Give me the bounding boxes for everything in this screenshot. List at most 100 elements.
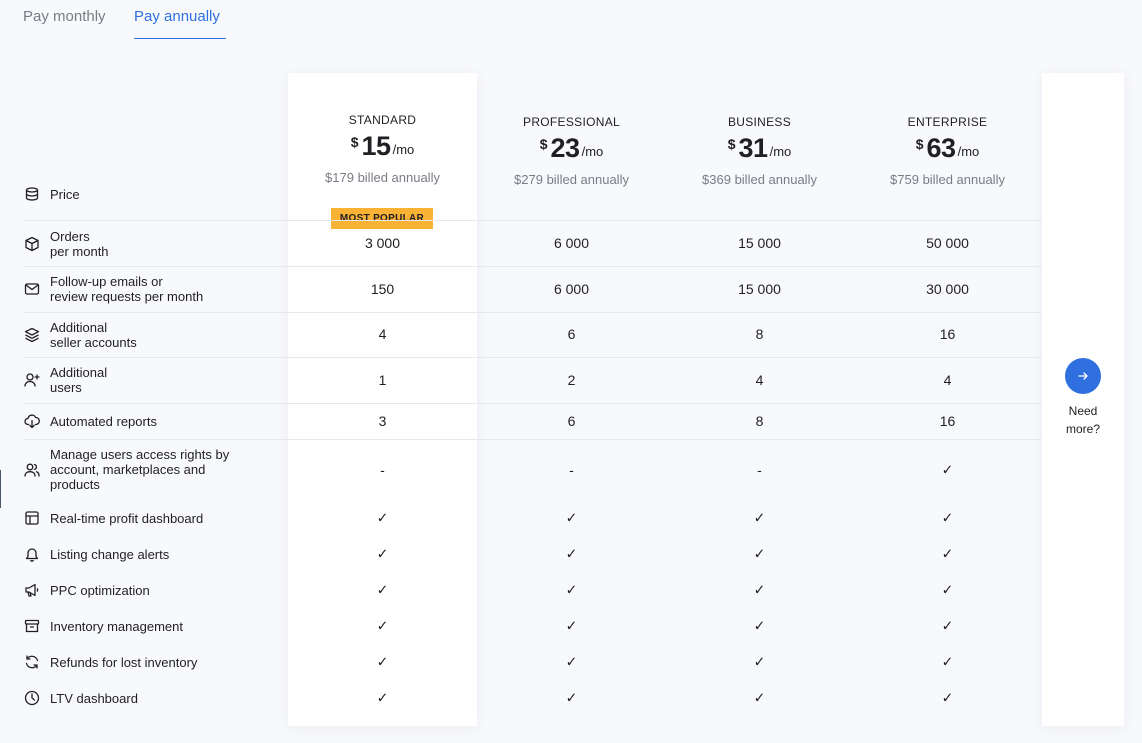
table-cell: 2 [567,372,576,388]
table-cell: 4 [755,372,764,388]
row-label-profit-dashboard: Real-time profit dashboard [23,509,203,527]
price-period: /mo [581,144,604,159]
row-label-text: Follow-up emails or review requests per … [50,274,204,304]
currency-symbol: $ [727,136,736,152]
price-row-label: Price [23,185,80,203]
row-label-ppc: PPC optimization [23,581,150,599]
row-label-text: Orders per month [50,229,109,259]
table-cell: ✓ [941,509,954,526]
plan-price: $ 63 /mo [853,135,1042,162]
price-period: /mo [957,144,980,159]
billed-annually-text: $279 billed annually [514,172,629,187]
mail-icon [23,280,41,298]
table-cell: ✓ [376,545,389,562]
plan-price: $ 31 /mo [665,135,854,162]
table-cell: ✓ [941,581,954,598]
arrow-right-icon [1078,372,1088,380]
table-cell: 6 000 [553,281,590,297]
layers-icon [23,326,41,344]
need-more-label[interactable]: Need more? [1065,404,1100,436]
users-icon [23,461,41,479]
row-label-text: Inventory management [50,618,183,634]
table-cell: ✓ [565,545,578,562]
table-cell: ✓ [753,545,766,562]
row-label-text: Additional users [50,365,108,395]
billed-annually-text: $759 billed annually [890,172,1005,187]
table-cell: ✓ [941,689,954,706]
row-divider [23,266,1042,267]
plan-header-professional: PROFESSIONAL $ 23 /mo $279 billed annual… [477,115,666,187]
table-cell: 150 [370,281,395,297]
plan-header-enterprise: ENTERPRISE $ 63 /mo $759 billed annually [853,115,1042,187]
table-cell: ✓ [376,617,389,634]
table-cell: 1 [378,372,387,388]
table-cell: ✓ [941,461,954,478]
row-divider [23,312,1042,313]
table-cell: ✓ [376,509,389,526]
row-label-text: Automated reports [50,413,157,429]
row-label-ltv: LTV dashboard [23,689,138,707]
row-label-listing-alerts: Listing change alerts [23,545,169,563]
table-cell: ✓ [753,617,766,634]
megaphone-icon [23,581,41,599]
row-label-text: LTV dashboard [50,690,138,706]
need-more-button[interactable] [1065,358,1101,394]
archive-icon [23,617,41,635]
row-label-followup-emails: Follow-up emails or review requests per … [23,274,203,304]
row-label-additional-users: Additional users [23,365,107,395]
need-more-column [1042,73,1124,726]
table-cell: 4 [943,372,952,388]
price-period: /mo [392,142,415,157]
table-cell: ✓ [941,617,954,634]
standard-plan-column [288,73,477,726]
table-cell: 16 [939,413,956,429]
currency-symbol: $ [350,134,359,150]
bell-icon [23,545,41,563]
table-cell: 15 000 [738,235,781,251]
price-amount: 23 [550,133,581,163]
table-cell: ✓ [565,509,578,526]
price-amount: 63 [926,133,957,163]
tab-pay-annually[interactable]: Pay annually [134,8,220,25]
table-cell: 3 000 [364,235,401,251]
scroll-edge-marker [0,470,1,508]
billed-annually-text: $179 billed annually [325,170,440,185]
table-cell: 4 [378,326,387,342]
table-cell: ✓ [753,689,766,706]
tab-pay-monthly[interactable]: Pay monthly [23,8,106,25]
row-label-refunds: Refunds for lost inventory [23,653,197,671]
clock-icon [23,689,41,707]
cloud-download-icon [23,412,41,430]
dashboard-icon [23,509,41,527]
table-cell: 30 000 [926,281,969,297]
row-label-inventory: Inventory management [23,617,183,635]
row-divider [23,357,1042,358]
table-cell: - [757,462,762,478]
table-cell: 6 [567,326,576,342]
table-cell: ✓ [753,509,766,526]
table-cell: 15 000 [738,281,781,297]
row-label-text: Price [50,186,80,202]
table-cell: ✓ [565,617,578,634]
table-cell: 6 [567,413,576,429]
table-cell: ✓ [941,653,954,670]
row-divider [23,220,1042,221]
row-label-text: Manage users access rights by account, m… [50,447,230,492]
table-cell: ✓ [376,653,389,670]
table-cell: - [380,462,385,478]
refresh-icon [23,653,41,671]
plan-header-business: BUSINESS $ 31 /mo $369 billed annually [665,115,854,187]
table-cell: ✓ [941,545,954,562]
currency-symbol: $ [915,136,924,152]
table-cell: 8 [755,326,764,342]
user-plus-icon [23,371,41,389]
plan-name: PROFESSIONAL [523,115,620,129]
row-label-orders: Orders per month [23,229,109,259]
table-cell: 8 [755,413,764,429]
plan-price: $ 23 /mo [477,135,666,162]
row-label-text: Listing change alerts [50,546,170,562]
plan-name: STANDARD [348,113,417,127]
table-cell: 3 [378,413,387,429]
table-cell: 50 000 [926,235,969,251]
coins-icon [23,185,41,203]
